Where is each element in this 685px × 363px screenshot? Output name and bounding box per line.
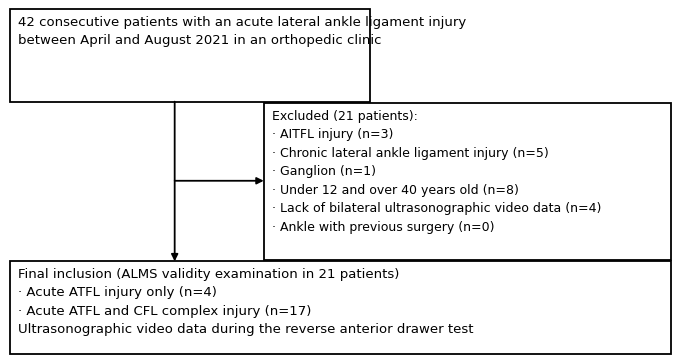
Bar <box>10 261 671 354</box>
Text: Final inclusion (ALMS validity examination in 21 patients)
· Acute ATFL injury o: Final inclusion (ALMS validity examinati… <box>18 268 474 337</box>
Bar <box>264 103 671 260</box>
Bar <box>10 9 370 102</box>
Text: Excluded (21 patients):
· AITFL injury (n=3)
· Chronic lateral ankle ligament in: Excluded (21 patients): · AITFL injury (… <box>272 110 601 234</box>
Text: 42 consecutive patients with an acute lateral ankle ligament injury
between Apri: 42 consecutive patients with an acute la… <box>18 16 466 47</box>
